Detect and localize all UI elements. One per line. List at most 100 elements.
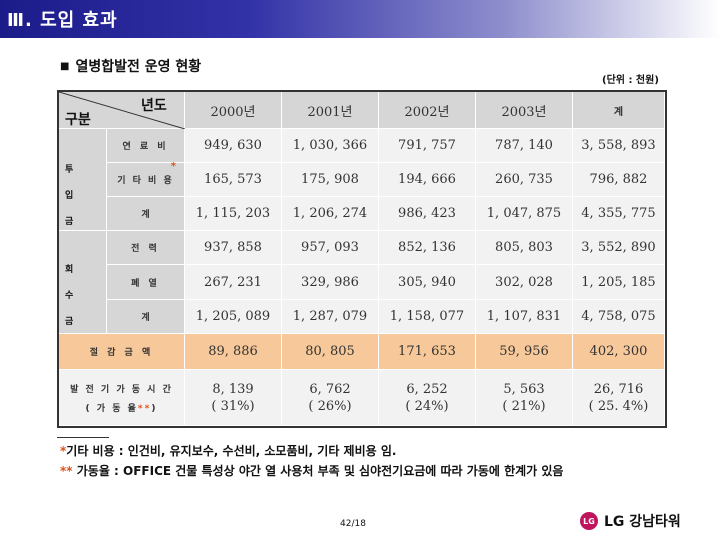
cell-fuel-2003: 787, 140 — [476, 129, 573, 163]
operation-table: 년도 구분 2000년 2001년 2002년 2003년 계 투 입 금 액 … — [57, 90, 667, 428]
cell-input-sub-2003: 1, 047, 875 — [476, 197, 573, 231]
cell-rec-sub-2000: 1, 205, 089 — [185, 300, 282, 334]
footnote-text: 기타 비용 : 인건비, 유지보수, 수선비, 소모품비, 기타 제비용 임. — [66, 444, 397, 458]
page-title: Ⅲ. 도입 효과 — [7, 10, 118, 31]
cell-input-sub-total: 4, 355, 775 — [573, 197, 665, 231]
cell-rec-sub-2003: 1, 107, 831 — [476, 300, 573, 334]
rate-value: ( 24%) — [405, 398, 449, 414]
corner-category-label: 구분 — [65, 112, 91, 128]
table-row-savings: 절 감 금 액 89, 886 80, 805 171, 653 59, 956… — [59, 334, 665, 370]
cell-hours-2001: 6, 762( 26%) — [282, 370, 379, 426]
hours-value: 8, 139 — [212, 381, 254, 397]
cell-savings-2001: 80, 805 — [282, 334, 379, 370]
table-row: 기 타 비 용 * 165, 573 175, 908 194, 666 260,… — [59, 161, 665, 197]
cell-input-sub-2002: 986, 423 — [379, 197, 476, 231]
row-label-power: 전 력 — [107, 231, 185, 265]
company-name: LG 강남타워 — [604, 514, 681, 530]
table-row: 계 1, 115, 203 1, 206, 274 986, 423 1, 04… — [59, 197, 665, 231]
col-header-2001: 2001년 — [282, 92, 379, 129]
rate-value: ( 25. 4%) — [588, 398, 649, 414]
col-header-2003: 2003년 — [476, 92, 573, 129]
cell-heat-2000: 267, 231 — [185, 265, 282, 300]
cell-hours-total: 26, 716( 25. 4%) — [573, 370, 665, 426]
cell-other-2000: 165, 573 — [185, 163, 282, 197]
diagonal-line — [59, 92, 185, 129]
footnote-text: 가동율 : OFFICE 건물 특성상 야간 열 사용처 부족 및 심야전기요금… — [72, 464, 564, 478]
cell-heat-2003: 302, 028 — [476, 265, 573, 300]
cell-power-2002: 852, 136 — [379, 231, 476, 265]
square-bullet-icon: ■ — [60, 61, 70, 72]
footnote-mark: ** — [60, 464, 73, 478]
operating-rate-text: ( 가 동 율 — [85, 403, 138, 414]
cell-power-2001: 957, 093 — [282, 231, 379, 265]
table-row: 계 1, 205, 089 1, 287, 079 1, 158, 077 1,… — [59, 300, 665, 334]
cell-rec-sub-2002: 1, 158, 077 — [379, 300, 476, 334]
corner-year-label: 년도 — [141, 98, 167, 114]
cell-fuel-2002: 791, 757 — [379, 129, 476, 163]
page-number: 42/18 — [340, 519, 366, 529]
cell-fuel-2000: 949, 630 — [185, 129, 282, 163]
unit-label: (단위 : 천원) — [602, 75, 659, 86]
table-row: 폐 열 267, 231 329, 986 305, 940 302, 028 … — [59, 265, 665, 300]
cell-heat-2001: 329, 986 — [282, 265, 379, 300]
col-header-2002: 2002년 — [379, 92, 476, 129]
corner-cell: 년도 구분 — [59, 92, 185, 129]
cell-fuel-total: 3, 558, 893 — [573, 129, 665, 163]
cell-hours-2003: 5, 563( 21%) — [476, 370, 573, 426]
hours-value: 6, 252 — [406, 381, 448, 397]
table-row: 연 료 비 949, 630 1, 030, 366 791, 757 787,… — [59, 129, 665, 163]
cell-input-sub-2000: 1, 115, 203 — [185, 197, 282, 231]
col-header-total: 계 — [573, 92, 665, 129]
cell-fuel-2001: 1, 030, 366 — [282, 129, 379, 163]
table-header-row: 년도 구분 2000년 2001년 2002년 2003년 계 — [59, 92, 665, 129]
cell-other-2003: 260, 735 — [476, 163, 573, 197]
row-label-other-cost-text: 기 타 비 용 — [117, 176, 174, 186]
operating-rate-label: ( 가 동 율**) — [86, 401, 158, 414]
cell-heat-total: 1, 205, 185 — [573, 265, 665, 300]
cell-rec-sub-total: 4, 758, 075 — [573, 300, 665, 334]
rate-value: ( 31%) — [211, 398, 255, 414]
row-label-input-subtotal: 계 — [107, 197, 185, 231]
company-logo: LG LG 강남타워 — [580, 511, 681, 531]
operating-hours-label: 발 전 기 가 동 시 간 — [70, 384, 173, 395]
row-label-savings: 절 감 금 액 — [59, 334, 185, 370]
footnote-mark: * — [60, 444, 67, 458]
col-header-2000: 2000년 — [185, 92, 282, 129]
table-row-operating-hours: 발 전 기 가 동 시 간 ( 가 동 율**) 8, 139( 31%) 6,… — [59, 370, 665, 426]
table-row: 전 력 937, 858 957, 093 852, 136 805, 803 … — [59, 231, 665, 265]
cell-rec-sub-2001: 1, 287, 079 — [282, 300, 379, 334]
rate-value: ( 26%) — [308, 398, 352, 414]
header-bar — [0, 0, 720, 38]
row-label-other-cost: 기 타 비 용 * — [107, 161, 185, 197]
row-label-fuel: 연 료 비 — [107, 129, 185, 163]
operating-rate-close: ) — [151, 403, 158, 414]
cell-savings-2002: 171, 653 — [379, 334, 476, 370]
footnote-operating-rate: ** 가동율 : OFFICE 건물 특성상 야간 열 사용처 부족 및 심야전… — [60, 462, 563, 479]
row-label-operating-hours: 발 전 기 가 동 시 간 ( 가 동 율**) — [59, 370, 185, 426]
double-asterisk-mark: ** — [137, 403, 152, 414]
section-title-text: 열병합발전 운영 현황 — [75, 59, 202, 75]
hours-value: 26, 716 — [593, 381, 644, 397]
cell-power-2003: 805, 803 — [476, 231, 573, 265]
cell-other-2001: 175, 908 — [282, 163, 379, 197]
footnote-other-cost: *기타 비용 : 인건비, 유지보수, 수선비, 소모품비, 기타 제비용 임. — [60, 442, 396, 459]
section-title: ■ 열병합발전 운영 현황 — [60, 56, 201, 76]
hours-value: 6, 762 — [309, 381, 351, 397]
cell-savings-2000: 89, 886 — [185, 334, 282, 370]
hours-value: 5, 563 — [503, 381, 545, 397]
footnote-divider — [57, 437, 109, 438]
cell-input-sub-2001: 1, 206, 274 — [282, 197, 379, 231]
cell-hours-2000: 8, 139( 31%) — [185, 370, 282, 426]
row-label-waste-heat: 폐 열 — [107, 265, 185, 300]
cell-savings-2003: 59, 956 — [476, 334, 573, 370]
group-label-input: 투 입 금 액 — [59, 129, 107, 253]
cell-other-2002: 194, 666 — [379, 163, 476, 197]
lg-logo-icon: LG — [580, 512, 598, 530]
cell-savings-total: 402, 300 — [573, 334, 665, 370]
cell-heat-2002: 305, 940 — [379, 265, 476, 300]
asterisk-mark: * — [170, 161, 178, 172]
cell-other-total: 796, 882 — [573, 163, 665, 197]
cell-power-total: 3, 552, 890 — [573, 231, 665, 265]
row-label-recovery-subtotal: 계 — [107, 300, 185, 334]
cell-power-2000: 937, 858 — [185, 231, 282, 265]
